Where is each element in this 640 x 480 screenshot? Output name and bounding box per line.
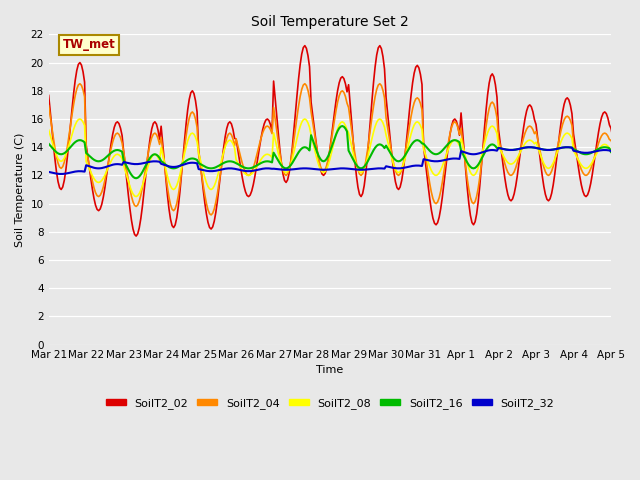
SoilT2_16	[474, 162, 482, 168]
SoilT2_04	[356, 171, 364, 177]
SoilT2_16	[132, 175, 140, 181]
SoilT2_16	[563, 144, 571, 150]
SoilT2_08	[45, 127, 52, 133]
SoilT2_04	[65, 133, 73, 139]
SoilT2_04	[207, 212, 215, 218]
Text: TW_met: TW_met	[63, 38, 115, 51]
SoilT2_02	[563, 95, 571, 101]
SoilT2_08	[356, 169, 364, 175]
X-axis label: Time: Time	[316, 365, 344, 375]
SoilT2_04	[76, 81, 84, 86]
SoilT2_02	[45, 93, 52, 98]
SoilT2_32	[563, 144, 571, 150]
Title: Soil Temperature Set 2: Soil Temperature Set 2	[251, 15, 409, 29]
SoilT2_08	[65, 142, 73, 148]
SoilT2_08	[76, 116, 84, 122]
SoilT2_16	[65, 146, 73, 152]
Line: SoilT2_04: SoilT2_04	[49, 84, 640, 215]
SoilT2_32	[85, 163, 93, 169]
Y-axis label: Soil Temperature (C): Soil Temperature (C)	[15, 132, 25, 247]
SoilT2_04	[85, 163, 93, 168]
SoilT2_02	[65, 138, 73, 144]
SoilT2_04	[45, 103, 52, 108]
SoilT2_08	[132, 194, 140, 200]
SoilT2_02	[132, 233, 140, 239]
SoilT2_16	[45, 141, 52, 147]
SoilT2_02	[356, 192, 364, 197]
SoilT2_32	[473, 151, 481, 157]
Line: SoilT2_08: SoilT2_08	[49, 119, 640, 197]
SoilT2_32	[354, 167, 362, 173]
SoilT2_32	[67, 170, 74, 176]
SoilT2_16	[84, 151, 92, 157]
Line: SoilT2_32: SoilT2_32	[49, 147, 640, 174]
SoilT2_16	[339, 123, 346, 129]
Legend: SoilT2_02, SoilT2_04, SoilT2_08, SoilT2_16, SoilT2_32: SoilT2_02, SoilT2_04, SoilT2_08, SoilT2_…	[101, 394, 559, 413]
SoilT2_08	[85, 166, 93, 171]
SoilT2_08	[474, 165, 482, 171]
SoilT2_02	[474, 199, 482, 204]
SoilT2_04	[563, 113, 571, 119]
SoilT2_32	[526, 144, 534, 150]
SoilT2_32	[58, 171, 65, 177]
SoilT2_16	[356, 165, 364, 171]
SoilT2_02	[301, 43, 308, 48]
Line: SoilT2_02: SoilT2_02	[49, 46, 640, 236]
SoilT2_32	[45, 169, 52, 175]
SoilT2_04	[474, 185, 482, 191]
SoilT2_02	[84, 153, 92, 158]
SoilT2_08	[563, 130, 571, 136]
Line: SoilT2_16: SoilT2_16	[49, 126, 640, 178]
